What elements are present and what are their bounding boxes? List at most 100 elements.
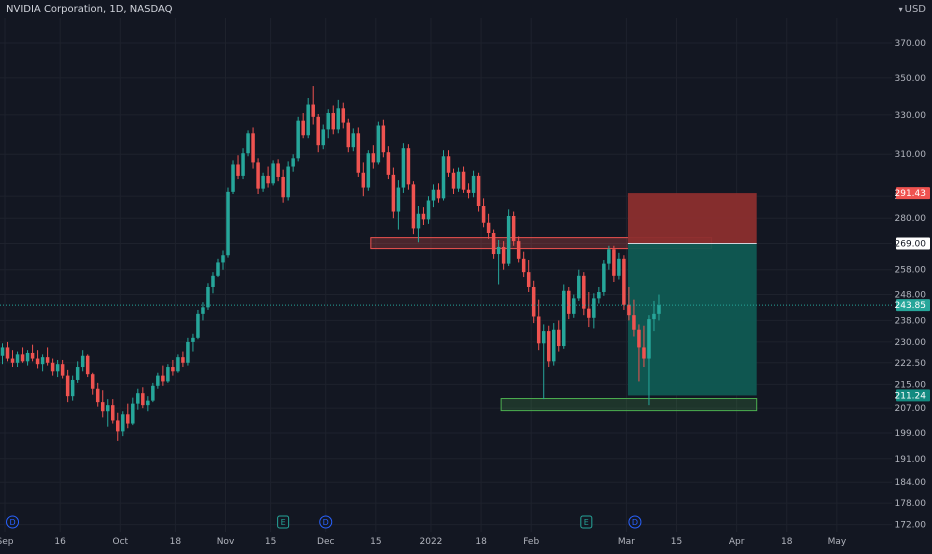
earnings-marker-label: E — [584, 518, 589, 527]
candle-up — [291, 158, 295, 167]
candle-down — [381, 125, 386, 153]
candle-up — [246, 133, 250, 154]
candle-up — [151, 385, 155, 401]
chart-title: NVIDIA Corporation, 1D, NASDAQ — [6, 4, 173, 15]
candle-up — [166, 367, 170, 382]
candle-up — [75, 367, 80, 380]
candle-up — [121, 414, 125, 432]
candle-down — [346, 122, 351, 148]
price-tick-label: 178.00 — [895, 499, 927, 509]
candle-up — [401, 148, 406, 188]
candle-up — [0, 347, 5, 356]
drawing-zones — [370, 237, 758, 412]
candle-down — [411, 184, 416, 229]
time-tick-label: Sep — [0, 537, 14, 547]
candle-down — [341, 108, 346, 123]
candle-up — [296, 120, 300, 159]
chevron-down-icon: ▾ — [898, 5, 903, 14]
candle-up — [376, 125, 381, 163]
candle-up — [191, 337, 195, 342]
earnings-marker — [580, 515, 593, 529]
candle-down — [60, 364, 65, 376]
candle-down — [45, 357, 50, 363]
candle-down — [356, 133, 361, 173]
time-tick-label: Dec — [317, 537, 334, 547]
candle-up — [70, 379, 75, 397]
candle-down — [110, 405, 115, 421]
entry-price-label: 269.00 — [895, 239, 927, 249]
time-tick-label: Feb — [523, 537, 539, 547]
time-tick-label: 18 — [781, 537, 793, 547]
candle-down — [181, 357, 185, 363]
candle-down — [567, 290, 571, 314]
candle-up — [15, 354, 20, 363]
candle-down — [391, 174, 396, 212]
candle-up — [396, 187, 401, 212]
candle-up — [201, 307, 205, 314]
price-tick-label: 230.00 — [895, 338, 927, 348]
currency-selector[interactable]: ▾ USD — [899, 4, 926, 15]
candle-down — [10, 358, 15, 363]
candle-down — [511, 215, 516, 242]
candle-down — [100, 402, 105, 412]
price-tick-label: 280.00 — [895, 214, 927, 224]
time-tick-label: 18 — [475, 537, 487, 547]
candle-down — [491, 233, 496, 255]
candle-down — [521, 258, 526, 273]
candle-up — [577, 275, 581, 299]
price-tick-label: 248.00 — [895, 291, 927, 301]
candle-down — [316, 116, 320, 146]
candle-up — [441, 156, 446, 199]
currency-label: USD — [904, 4, 926, 15]
time-tick-label: Oct — [112, 537, 128, 547]
candle-down — [90, 374, 95, 389]
candle-down — [446, 156, 451, 173]
candle-up — [241, 153, 245, 176]
stop-price-badge — [896, 187, 930, 200]
candle-down — [526, 272, 531, 287]
time-tick-label: 2022 — [420, 537, 443, 547]
candle-up — [306, 104, 310, 136]
candle-up — [286, 166, 290, 198]
candle-down — [50, 362, 55, 372]
candle-up — [602, 263, 606, 293]
position-tool[interactable] — [627, 193, 757, 396]
candle-down — [95, 388, 100, 403]
price-tick-label: 215.00 — [895, 380, 927, 390]
candle-up — [541, 331, 546, 344]
candles — [0, 86, 661, 441]
price-tick-label: 172.00 — [895, 521, 927, 531]
candle-up — [426, 200, 431, 220]
candle-down — [622, 258, 626, 305]
candle-up — [351, 133, 356, 148]
candle-up — [216, 262, 220, 276]
candle-down — [331, 113, 336, 130]
dividend-marker-label: D — [632, 518, 638, 527]
candle-up — [226, 191, 230, 256]
earnings-marker-label: E — [281, 518, 286, 527]
candle-down — [5, 347, 10, 359]
dividend-marker — [628, 515, 642, 529]
time-axis[interactable]: Sep 16 Oct 18 Nov 15 Dec 15 2022 18 Feb Mar 15 Apr 18 M… — [0, 537, 847, 547]
candle-up — [572, 298, 576, 314]
candle-down — [556, 329, 561, 347]
candle-up — [25, 352, 30, 362]
price-axis[interactable]: 370.00350.00330.00310.00290.00280.00269.… — [895, 39, 931, 531]
support-zone — [500, 398, 758, 412]
stop-loss-zone — [627, 193, 757, 244]
candle-down — [531, 286, 536, 317]
price-tick-label: 258.00 — [895, 266, 927, 276]
candle-down — [637, 329, 641, 348]
candle-up — [597, 292, 601, 299]
candle-down — [301, 120, 305, 136]
dividend-marker — [6, 515, 20, 529]
candle-up — [416, 213, 421, 229]
candle-down — [486, 222, 491, 234]
price-tick-label: 238.00 — [895, 316, 927, 326]
candle-up — [506, 215, 511, 264]
candle-down — [20, 354, 25, 362]
candle-up — [186, 341, 190, 363]
candle-down — [371, 153, 376, 163]
